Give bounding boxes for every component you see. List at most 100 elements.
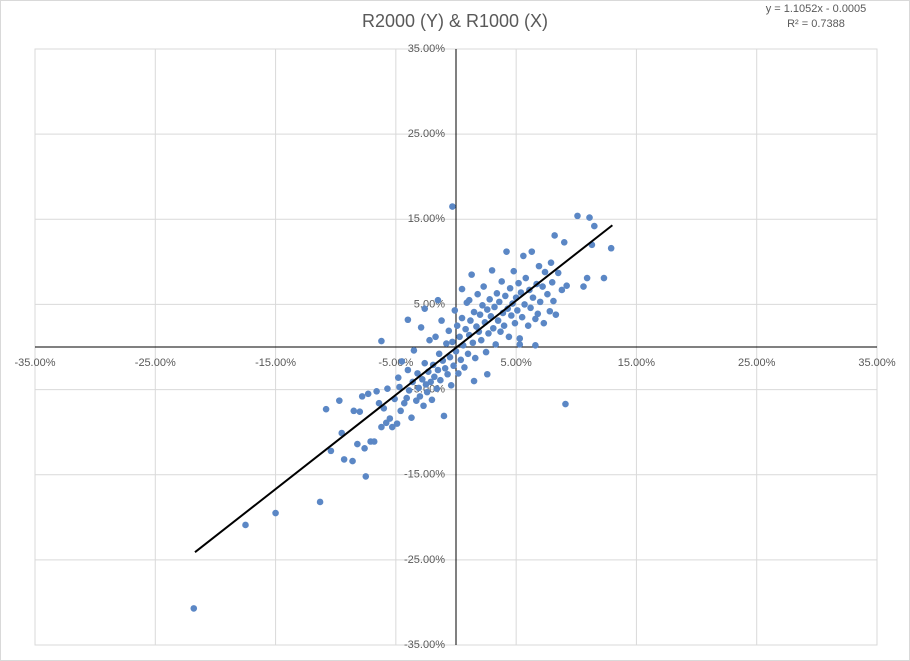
point bbox=[394, 374, 402, 381]
point bbox=[498, 278, 506, 285]
point bbox=[546, 307, 554, 315]
point bbox=[583, 274, 591, 282]
point bbox=[467, 317, 474, 324]
point bbox=[524, 322, 532, 330]
point bbox=[449, 338, 456, 346]
point bbox=[574, 212, 581, 220]
point bbox=[338, 429, 346, 437]
point bbox=[443, 340, 450, 347]
point bbox=[607, 244, 615, 252]
point bbox=[398, 358, 406, 365]
point bbox=[356, 408, 364, 416]
point bbox=[493, 290, 501, 297]
point bbox=[435, 350, 443, 358]
point bbox=[551, 232, 558, 239]
point bbox=[464, 350, 472, 358]
point bbox=[520, 252, 527, 260]
point bbox=[408, 414, 415, 421]
point bbox=[327, 447, 335, 455]
point bbox=[483, 370, 491, 378]
point bbox=[515, 279, 522, 287]
point bbox=[419, 376, 426, 383]
point bbox=[473, 323, 480, 330]
point bbox=[420, 402, 427, 410]
point bbox=[535, 262, 543, 270]
point bbox=[441, 364, 449, 372]
point bbox=[378, 423, 385, 431]
point bbox=[514, 307, 521, 314]
point bbox=[437, 376, 444, 384]
point bbox=[364, 390, 372, 398]
point bbox=[532, 341, 539, 349]
point bbox=[403, 394, 410, 402]
point bbox=[416, 393, 424, 400]
point bbox=[423, 388, 431, 396]
point bbox=[445, 327, 453, 335]
point bbox=[476, 311, 484, 318]
point bbox=[477, 336, 485, 344]
point bbox=[340, 456, 348, 463]
r-squared: R² = 0.7388 bbox=[787, 18, 845, 30]
point bbox=[462, 325, 469, 333]
point bbox=[591, 222, 598, 230]
point bbox=[375, 399, 383, 407]
point bbox=[544, 290, 551, 298]
x-tick-label: 25.00% bbox=[738, 357, 776, 369]
point bbox=[453, 322, 461, 330]
point bbox=[455, 370, 462, 377]
point bbox=[558, 286, 566, 294]
y-tick-label: -15.00% bbox=[404, 469, 445, 481]
point bbox=[242, 521, 249, 529]
point bbox=[373, 387, 380, 395]
point bbox=[461, 364, 468, 371]
point bbox=[580, 283, 587, 290]
y-tick-label: 15.00% bbox=[408, 213, 446, 225]
point bbox=[586, 214, 593, 221]
point bbox=[451, 307, 459, 314]
point bbox=[434, 366, 442, 374]
point bbox=[480, 283, 487, 290]
point bbox=[465, 296, 473, 304]
point bbox=[521, 301, 528, 308]
point bbox=[400, 399, 408, 407]
point bbox=[505, 333, 513, 341]
point bbox=[528, 248, 536, 255]
point bbox=[470, 377, 478, 385]
trend-equation: y = 1.1052x - 0.0005 bbox=[766, 3, 867, 15]
point bbox=[388, 423, 396, 431]
point bbox=[397, 407, 404, 415]
point bbox=[483, 306, 491, 313]
point bbox=[511, 319, 519, 327]
point bbox=[393, 420, 401, 427]
point bbox=[486, 296, 493, 303]
point bbox=[485, 330, 492, 337]
point bbox=[449, 203, 456, 210]
point bbox=[532, 315, 539, 323]
point bbox=[510, 267, 518, 275]
point bbox=[517, 289, 525, 296]
point bbox=[350, 407, 358, 415]
point bbox=[539, 283, 546, 290]
point bbox=[552, 311, 560, 318]
x-tick-label: 35.00% bbox=[858, 357, 896, 369]
x-tick-label: 15.00% bbox=[618, 357, 656, 369]
point bbox=[396, 383, 403, 391]
point bbox=[447, 382, 455, 389]
point bbox=[414, 370, 421, 377]
point bbox=[421, 305, 429, 312]
point bbox=[492, 341, 499, 348]
y-tick-label: -25.00% bbox=[404, 554, 445, 566]
point bbox=[417, 324, 425, 331]
point bbox=[516, 341, 524, 348]
point bbox=[494, 317, 502, 324]
point bbox=[468, 271, 475, 278]
point bbox=[438, 317, 445, 324]
point bbox=[506, 284, 514, 292]
point bbox=[469, 339, 477, 347]
x-tick-label: -25.00% bbox=[135, 357, 176, 369]
point bbox=[410, 347, 418, 354]
point bbox=[479, 301, 486, 309]
point bbox=[474, 290, 481, 298]
point bbox=[434, 296, 442, 304]
